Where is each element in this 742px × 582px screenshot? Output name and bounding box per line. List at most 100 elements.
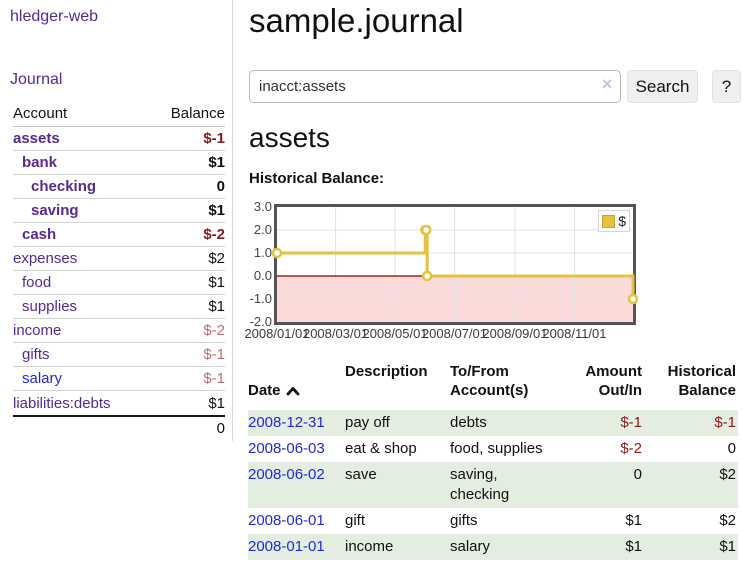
page-title: sample.journal <box>249 2 464 39</box>
transaction-row: 2008-12-31 pay off debts $-1 $-1 <box>248 410 738 436</box>
register-header-row: Date Description To/From Account(s) Amou… <box>248 358 738 410</box>
date-link[interactable]: 2008-06-03 <box>248 440 325 457</box>
account-row: assets $-1 <box>13 127 225 151</box>
account-balance: $-1 <box>203 130 225 147</box>
y-axis-tick: 3.0 <box>253 199 272 214</box>
cell-balance: $1 <box>719 538 736 555</box>
account-link[interactable]: supplies <box>22 298 78 315</box>
cell-balance: $2 <box>719 466 736 483</box>
y-axis-tick: -1.0 <box>249 291 272 306</box>
account-link[interactable]: assets <box>13 130 60 147</box>
nav-journal-link[interactable]: Journal <box>10 71 63 88</box>
account-tree: assets $-1 bank $1 checking 0 saving $1 cash $-2 e… <box>13 127 225 415</box>
account-row: checking 0 <box>13 175 225 199</box>
search-button[interactable]: Search <box>627 70 698 103</box>
cell-description: eat & shop <box>345 440 417 457</box>
balance-chart[interactable]: $ <box>271 204 639 325</box>
date-column-sort[interactable]: Date <box>248 381 300 400</box>
clear-search-icon[interactable]: × <box>601 74 613 94</box>
account-link[interactable]: food <box>22 274 52 291</box>
cell-accounts: gifts <box>450 512 478 529</box>
account-row: food $1 <box>13 271 225 295</box>
account-link[interactable]: income <box>13 322 62 339</box>
cell-balance: $-1 <box>714 414 736 431</box>
account-link[interactable]: expenses <box>13 250 78 267</box>
date-column-header[interactable]: Date <box>248 358 345 410</box>
sort-ascending-icon <box>286 386 299 395</box>
account-heading: assets <box>249 122 330 153</box>
transaction-row: 2008-01-01 income salary $1 $1 <box>248 534 738 560</box>
account-row: bank $1 <box>13 151 225 175</box>
amount-column-header: Amount Out/In <box>585 363 642 399</box>
chart-title: Historical Balance: <box>249 170 385 187</box>
date-link[interactable]: 2008-01-01 <box>248 538 325 555</box>
account-table-header: Account Balance <box>13 105 225 127</box>
plot-canvas <box>271 207 639 322</box>
account-total-row: 0 <box>13 415 225 439</box>
account-link[interactable]: cash <box>22 226 57 243</box>
cell-description: save <box>345 466 377 483</box>
legend-swatch-icon <box>602 214 616 228</box>
help-button[interactable]: ? <box>712 70 741 103</box>
transaction-row: 2008-06-01 gift gifts $1 $2 <box>248 508 738 534</box>
cell-amount: $1 <box>625 538 642 555</box>
account-balance: $1 <box>208 274 225 291</box>
x-axis-tick: 2008/01/01 <box>244 326 310 341</box>
account-balance: $1 <box>208 154 225 171</box>
account-column-header: Account <box>13 105 68 122</box>
cell-amount: 0 <box>633 466 642 483</box>
cell-accounts: saving, checking <box>450 466 510 503</box>
cell-date: 2008-06-03 <box>248 436 345 462</box>
x-axis-tick: 2008/11/01 <box>542 326 607 341</box>
description-column-header: Description <box>345 363 428 380</box>
transaction-row: 2008-06-02 save saving, checking 0 $2 <box>248 462 738 508</box>
cell-accounts: salary <box>450 538 491 555</box>
cell-accounts: debts <box>450 414 487 431</box>
account-balance: $-1 <box>203 346 225 363</box>
account-row: salary $-1 <box>13 367 225 391</box>
legend-label: $ <box>618 213 626 229</box>
account-balance: 0 <box>216 178 225 195</box>
register-table: Date Description To/From Account(s) Amou… <box>248 358 738 560</box>
cell-balance: 0 <box>727 440 736 457</box>
account-balance: $2 <box>208 250 225 267</box>
account-link[interactable]: salary <box>22 370 63 387</box>
x-axis-tick: 2008/05/01 <box>362 326 428 341</box>
chart-legend: $ <box>598 210 630 232</box>
account-row: gifts $-1 <box>13 343 225 367</box>
date-link[interactable]: 2008-06-01 <box>248 512 325 529</box>
account-link[interactable]: bank <box>22 154 58 171</box>
x-axis-tick: 2008/09/01 <box>482 326 548 341</box>
y-axis-tick: 0.0 <box>253 268 272 283</box>
cell-amount: $-1 <box>620 414 642 431</box>
cell-description: gift <box>345 512 366 529</box>
cell-date: 2008-01-01 <box>248 534 345 560</box>
app-title-link[interactable]: hledger-web <box>10 8 99 25</box>
cell-date: 2008-06-01 <box>248 508 345 534</box>
cell-description: pay off <box>345 414 390 431</box>
x-axis-tick: 2008/03/01 <box>302 326 369 341</box>
account-balance: $-2 <box>203 322 225 339</box>
cell-amount: $1 <box>625 512 642 529</box>
date-link[interactable]: 2008-12-31 <box>248 414 325 431</box>
account-balance: $-2 <box>203 226 225 243</box>
account-row: cash $-2 <box>13 223 225 247</box>
balance-column-header: Balance <box>170 105 225 122</box>
y-axis-tick: 2.0 <box>253 222 272 237</box>
cell-date: 2008-12-31 <box>248 410 345 436</box>
chart-region: $ 3.0 2.0 1.0 0.0 -1.0 -2.0 2008/01/01 2008/03/… <box>244 0 742 345</box>
account-balance: $1 <box>208 394 225 412</box>
account-row: expenses $2 <box>13 247 225 271</box>
search-input[interactable] <box>249 70 621 103</box>
account-link[interactable]: gifts <box>22 346 50 363</box>
date-link[interactable]: 2008-06-02 <box>248 466 325 483</box>
account-link[interactable]: checking <box>31 178 97 195</box>
account-link[interactable]: liabilities:debts <box>13 394 111 412</box>
y-axis-tick: 1.0 <box>253 245 272 260</box>
account-link[interactable]: saving <box>31 202 79 219</box>
cell-date: 2008-06-02 <box>248 462 345 508</box>
account-balance: $1 <box>208 202 225 219</box>
date-header-label: Date <box>248 382 281 399</box>
sidebar: hledger-web Journal Account Balance asse… <box>0 0 233 441</box>
transaction-row: 2008-06-03 eat & shop food, supplies $-2 0 <box>248 436 738 462</box>
